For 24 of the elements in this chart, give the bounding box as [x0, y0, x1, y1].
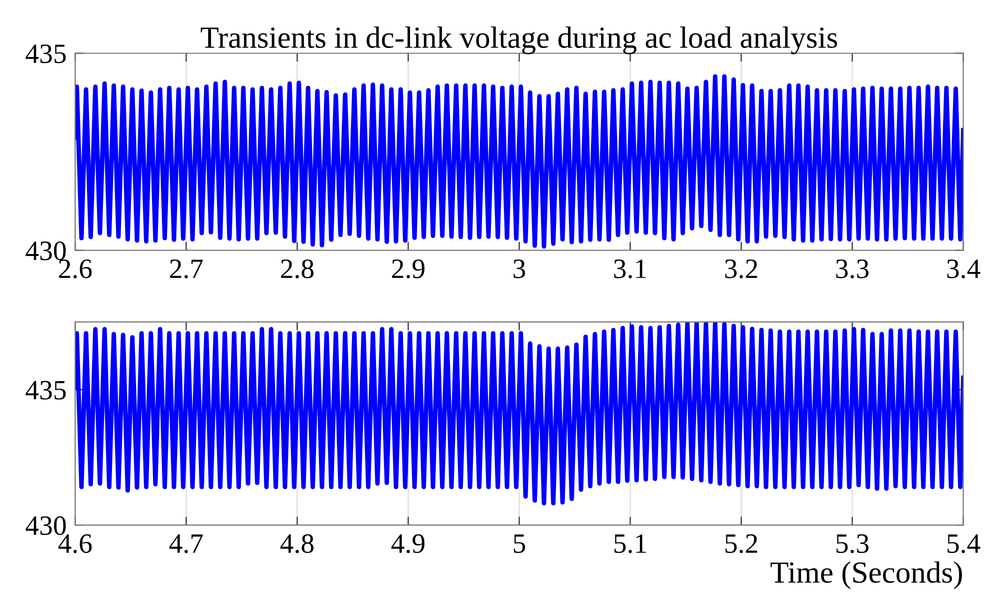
x-tick-label: 2.8: [281, 259, 314, 278]
y-tick-label: 435: [26, 44, 66, 64]
x-tick-label: 3.4: [947, 260, 980, 278]
x-tick-label: 3: [514, 260, 526, 278]
x-tick-label: 2.7: [170, 260, 203, 278]
x-tick-label: 2.9: [392, 260, 424, 278]
x-tick-label: 4.8: [280, 534, 314, 554]
x-tick-label: 4.7: [169, 534, 203, 554]
chart-title: Transients in dc-link voltage during ac load analysis: [200, 26, 838, 54]
x-tick-label: 5.2: [726, 534, 758, 554]
x-tick-label: 5.4: [948, 534, 980, 554]
x-tick-label: 3.1: [614, 260, 646, 278]
x-tick-label: 5: [514, 534, 526, 553]
x-tick-label: 4.9: [391, 534, 424, 554]
x-tick-label: 3.2: [725, 260, 758, 278]
y-tick-label: 430: [26, 516, 66, 536]
x-tick-label: 5.1: [614, 534, 646, 554]
x-tick-label: 2.6: [59, 260, 92, 278]
x-axis-title: Time (Seconds): [770, 561, 962, 590]
x-tick-label: 3.3: [836, 260, 869, 278]
x-tick-label: 5.3: [836, 534, 869, 554]
y-tick-label: 430: [26, 241, 66, 260]
x-tick-label: 4.6: [58, 534, 92, 554]
y-tick-label: 435: [26, 380, 66, 400]
